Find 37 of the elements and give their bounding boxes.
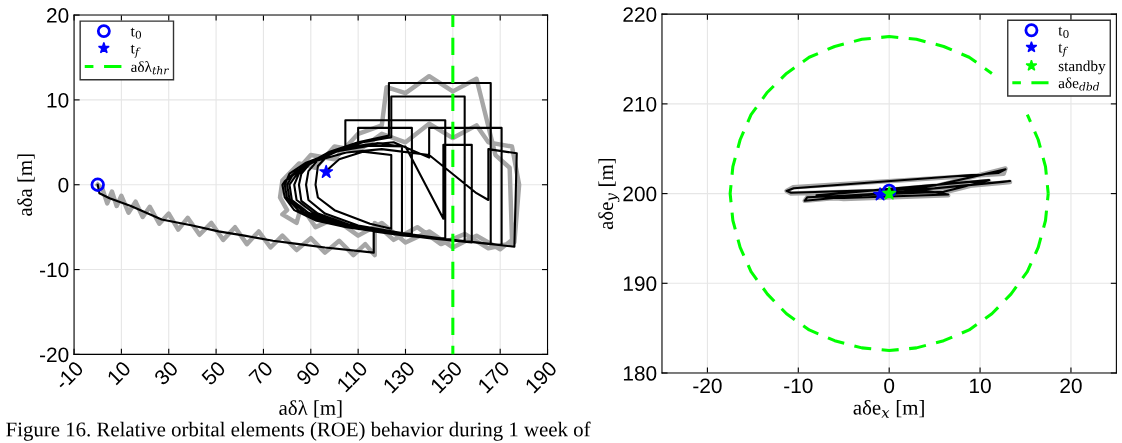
y-tick-label: 180	[623, 366, 657, 381]
x-tick-label: -20	[693, 378, 722, 394]
y-tick-label: -10	[40, 262, 69, 278]
y-tick-label: 20	[47, 8, 69, 23]
x-axis-title: aδλ [m]	[279, 400, 342, 418]
x-tick-label: 50	[200, 360, 227, 386]
x-tick-label: 0	[884, 378, 895, 394]
legend-label: t$_{f}$	[1058, 43, 1069, 58]
x-tick-label: 110	[336, 360, 369, 393]
x-tick-label: 10	[106, 360, 132, 386]
x-tick-label: 90	[295, 360, 322, 386]
legend-label: t$_{0}$	[1058, 26, 1069, 38]
y-tick-label: 190	[623, 276, 657, 292]
x-tick-label: 130	[382, 360, 416, 394]
y-axis-title: aδe$_{y}$ [m]	[598, 158, 620, 230]
x-tick-label: 170	[477, 360, 511, 394]
y-tick-label: 200	[623, 186, 657, 202]
x-tick-label: 10	[970, 378, 991, 394]
legend-label: t$_{f}$	[130, 44, 141, 58]
y-tick-label: 220	[623, 7, 657, 22]
caption: Figure 16. Relative orbital elements (ROE) behavior during 1 week of	[6, 421, 591, 441]
x-tick-label: 20	[1060, 378, 1082, 394]
x-tick-label: 30	[153, 360, 179, 386]
y-tick-label: 0	[58, 177, 69, 193]
x-tick-label: 150	[429, 360, 464, 394]
legend-label: t$_{0}$	[130, 27, 142, 39]
y-tick-label: 10	[47, 92, 69, 108]
y-tick-label: -20	[40, 347, 69, 363]
x-tick-label: -10	[784, 378, 813, 394]
x-axis-title: aδe$_{x}$ [m]	[853, 399, 924, 418]
x-tick-label: 70	[248, 360, 274, 386]
y-tick-label: 210	[623, 96, 657, 112]
legend-label: standby	[1058, 60, 1106, 75]
y-axis-title: aδa [m]	[17, 154, 35, 216]
legend-label: aδe$_{dbd}$	[1058, 77, 1100, 91]
x-tick-label: 190	[524, 360, 558, 394]
legend-label: aδλ$_{thr}$	[131, 61, 169, 75]
